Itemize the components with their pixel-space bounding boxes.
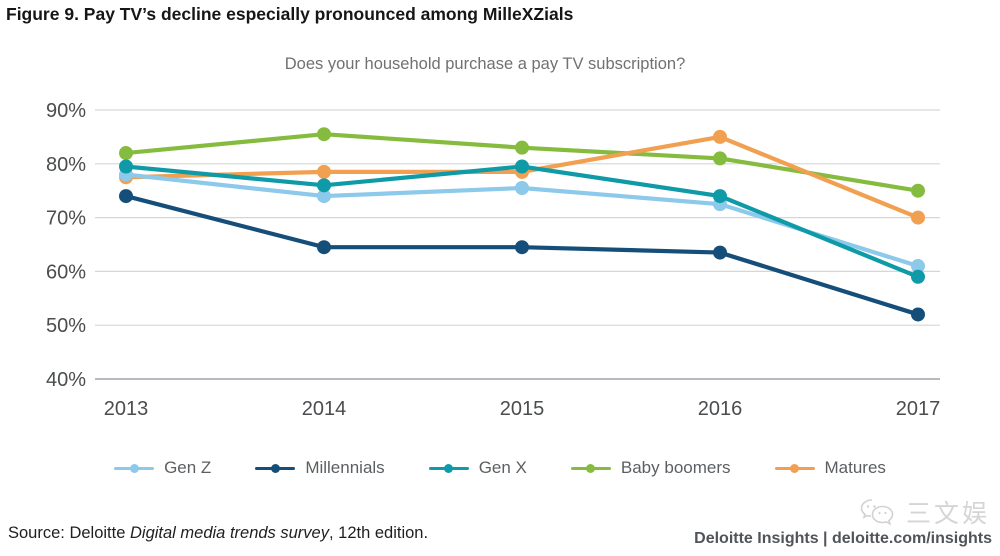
y-tick-label-70: 70% bbox=[46, 208, 86, 230]
x-tick-label-2017: 2017 bbox=[896, 398, 941, 420]
data-point-baby-boomers-2015 bbox=[515, 140, 529, 155]
chart-legend: Gen Z Millennials Gen X Baby boomers Matures bbox=[0, 458, 1000, 478]
data-point-gen-z-2017 bbox=[911, 259, 925, 274]
data-point-gen-z-2014 bbox=[317, 189, 331, 204]
data-point-gen-x-2013 bbox=[119, 159, 133, 174]
watermark-text: 三文娱 bbox=[905, 500, 990, 528]
line-chart: 90% 80% 70% 60% 50% 40% 2013 2014 2015 2016 2017 bbox=[46, 100, 941, 420]
data-point-baby-boomers-2017 bbox=[911, 183, 925, 198]
figure-title: Figure 9. Pay TV’s decline especially pr… bbox=[6, 4, 574, 24]
data-point-millennials-2015 bbox=[515, 240, 529, 255]
data-point-millennials-2017 bbox=[911, 307, 925, 322]
data-point-millennials-2016 bbox=[713, 245, 727, 260]
x-tick-label-2015: 2015 bbox=[500, 398, 545, 420]
data-point-gen-x-2015 bbox=[515, 159, 529, 174]
legend-swatch-icon bbox=[570, 462, 611, 474]
wechat-icon bbox=[860, 499, 894, 526]
legend-swatch-icon bbox=[774, 462, 815, 474]
data-point-gen-x-2014 bbox=[317, 178, 331, 193]
data-point-millennials-2013 bbox=[119, 189, 133, 204]
data-point-baby-boomers-2014 bbox=[317, 127, 331, 142]
data-point-millennials-2014 bbox=[317, 240, 331, 255]
legend-swatch-icon bbox=[428, 462, 469, 474]
data-point-matures-2014 bbox=[317, 164, 331, 179]
data-point-baby-boomers-2016 bbox=[713, 151, 727, 166]
legend-item-matures: Matures bbox=[774, 458, 886, 478]
watermark: 三文娱 bbox=[860, 494, 990, 530]
legend-label-matures: Matures bbox=[824, 458, 886, 477]
legend-item-gen-x: Gen X bbox=[428, 458, 527, 478]
y-tick-label-50: 50% bbox=[46, 315, 86, 337]
legend-swatch-icon bbox=[114, 462, 155, 474]
source-text-prefix: Source: Deloitte bbox=[8, 524, 130, 542]
y-tick-label-60: 60% bbox=[46, 261, 86, 283]
y-tick-label-90: 90% bbox=[46, 100, 86, 122]
data-point-gen-x-2016 bbox=[713, 189, 727, 204]
legend-item-baby-boomers: Baby boomers bbox=[570, 458, 731, 478]
data-point-baby-boomers-2013 bbox=[119, 146, 133, 161]
legend-label-baby-boomers: Baby boomers bbox=[620, 458, 731, 477]
y-tick-label-40: 40% bbox=[46, 369, 86, 391]
legend-label-gen-x: Gen X bbox=[478, 458, 527, 477]
data-point-matures-2017 bbox=[911, 210, 925, 225]
series-line-millennials bbox=[125, 194, 919, 317]
legend-swatch-icon bbox=[255, 462, 296, 474]
legend-label-millennials: Millennials bbox=[305, 458, 385, 477]
data-point-gen-z-2015 bbox=[515, 181, 529, 196]
data-point-matures-2016 bbox=[713, 129, 727, 144]
brand-footer: Deloitte Insights | deloitte.com/insight… bbox=[694, 530, 992, 547]
source-text-suffix: , 12th edition. bbox=[328, 524, 429, 542]
chart-subtitle: Does your household purchase a pay TV su… bbox=[284, 55, 686, 73]
x-tick-label-2013: 2013 bbox=[104, 398, 149, 420]
source-note: Source: Deloitte Digital media trends su… bbox=[8, 524, 428, 543]
data-point-gen-x-2017 bbox=[911, 269, 925, 284]
legend-item-gen-z: Gen Z bbox=[114, 458, 211, 478]
source-text-italic: Digital media trends survey bbox=[129, 524, 329, 542]
x-tick-label-2016: 2016 bbox=[698, 398, 743, 420]
y-tick-label-80: 80% bbox=[46, 154, 86, 176]
legend-item-millennials: Millennials bbox=[255, 458, 385, 478]
legend-label-gen-z: Gen Z bbox=[164, 458, 212, 477]
x-tick-label-2014: 2014 bbox=[302, 398, 347, 420]
